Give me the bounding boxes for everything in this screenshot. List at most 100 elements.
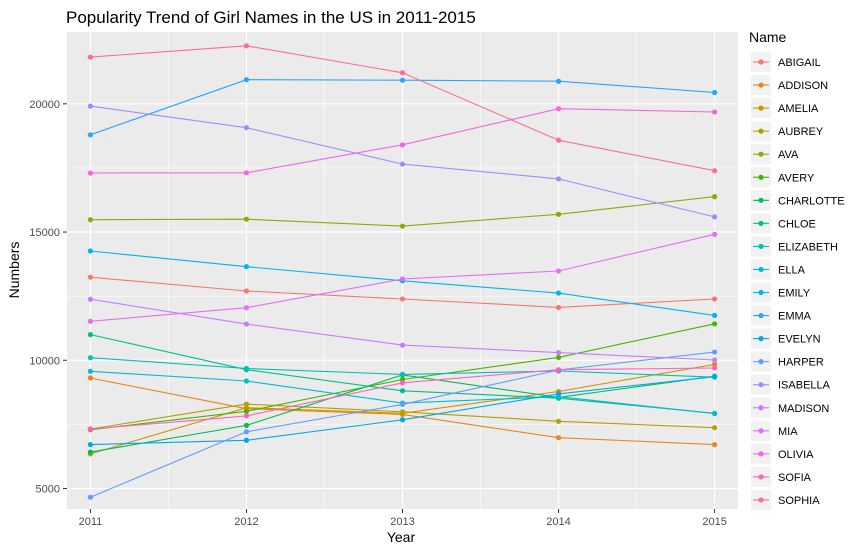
legend-title: Name: [749, 29, 787, 45]
x-axis: 2011 2012 2013 2014 2015: [79, 509, 727, 528]
data-point-aubrey: [711, 425, 718, 431]
legend-key-point: [758, 497, 764, 503]
legend-label: ELIZABETH: [778, 241, 838, 253]
legend-item-evelyn: EVELYN: [751, 328, 821, 349]
data-point-olivia: [243, 170, 250, 176]
legend-label: AUBREY: [778, 126, 824, 138]
series-harper: [87, 349, 718, 500]
x-tick-label: 2014: [546, 516, 570, 528]
data-point-charlotte: [243, 422, 250, 428]
legend-label: CHARLOTTE: [778, 195, 845, 207]
legend-item-ella: ELLA: [751, 259, 806, 280]
data-point-mia: [399, 276, 406, 282]
data-point-abigail: [555, 304, 562, 311]
legend-item-emily: EMILY: [751, 282, 811, 303]
data-point-isabella: [711, 214, 718, 220]
data-point-olivia: [87, 170, 94, 176]
data-point-madison: [711, 357, 718, 363]
data-point-chloe: [399, 388, 406, 394]
data-point-evelyn: [399, 417, 406, 423]
data-point-evelyn: [87, 442, 94, 448]
series-isabella: [87, 103, 718, 220]
data-point-emma: [555, 78, 562, 84]
y-tick-label: 10000: [29, 355, 60, 367]
y-axis-title: Numbers: [6, 242, 22, 299]
data-point-aubrey: [555, 418, 562, 424]
series-group: [87, 43, 718, 500]
legend-label: AMELIA: [778, 103, 819, 115]
legend-item-abigail: ABIGAIL: [751, 52, 821, 72]
legend-key-point: [758, 243, 764, 249]
legend-item-isabella: ISABELLA: [751, 374, 831, 395]
series-evelyn: [87, 374, 718, 448]
data-point-amelia: [243, 405, 250, 411]
data-point-charlotte: [87, 449, 94, 455]
data-point-emma: [87, 132, 94, 138]
series-olivia: [87, 106, 718, 176]
data-point-harper: [243, 429, 250, 435]
legend-key-point: [758, 336, 764, 342]
legend-item-madison: MADISON: [751, 397, 829, 418]
data-point-olivia: [555, 106, 562, 112]
data-point-mia: [87, 318, 94, 324]
legend-key-point: [758, 220, 764, 226]
data-point-ava: [711, 194, 718, 200]
series-mia: [87, 231, 718, 324]
x-tick-label: 2013: [390, 516, 414, 528]
data-point-ella: [711, 411, 718, 417]
legend-key-point: [758, 59, 764, 65]
data-point-ava: [399, 223, 406, 229]
legend-key-point: [758, 359, 764, 365]
data-point-mia: [711, 231, 718, 237]
data-point-elizabeth: [87, 355, 94, 361]
data-point-madison: [243, 321, 250, 327]
data-point-mia: [243, 305, 250, 311]
legend-key-point: [758, 197, 764, 203]
y-tick-label: 5000: [36, 483, 60, 495]
data-point-sofia: [399, 380, 406, 386]
legend-key-point: [758, 289, 764, 296]
data-point-emily: [87, 248, 94, 254]
data-point-chloe: [87, 332, 94, 338]
legend-key-point: [758, 128, 764, 134]
data-point-amelia: [711, 361, 718, 367]
data-point-abigail: [711, 296, 718, 302]
data-point-sophia: [555, 137, 562, 143]
data-point-aubrey: [243, 401, 250, 407]
data-point-evelyn: [555, 391, 562, 397]
data-point-addison: [711, 442, 718, 448]
data-point-harper: [711, 349, 718, 355]
legend-label: ABIGAIL: [778, 57, 821, 69]
legend-label: MADISON: [778, 403, 829, 415]
legend-item-olivia: OLIVIA: [751, 443, 814, 464]
data-point-aubrey: [399, 409, 406, 415]
y-tick-label: 20000: [29, 99, 60, 111]
legend-label: SOPHIA: [778, 495, 820, 507]
data-point-harper: [87, 494, 94, 500]
data-point-sophia: [711, 168, 718, 174]
legend-label: OLIVIA: [778, 449, 814, 461]
legend-label: CHLOE: [778, 218, 816, 230]
series-madison: [87, 296, 718, 363]
legend-item-elizabeth: ELIZABETH: [751, 236, 838, 257]
legend-item-chloe: CHLOE: [751, 213, 816, 234]
legend-key-point: [758, 266, 764, 273]
x-tick-label: 2012: [234, 516, 258, 528]
legend-key-point: [758, 105, 764, 111]
data-point-harper: [399, 401, 406, 407]
series-sofia: [87, 365, 718, 432]
legend-label: ADDISON: [778, 80, 828, 92]
legend-key-point: [758, 474, 764, 480]
data-point-sofia: [555, 367, 562, 373]
data-point-evelyn: [243, 437, 250, 443]
data-point-avery: [711, 321, 718, 327]
series-emma: [87, 77, 718, 138]
legend-label: AVERY: [778, 172, 815, 184]
data-point-elizabeth: [243, 365, 250, 372]
x-tick-label: 2015: [702, 516, 726, 528]
data-point-abigail: [399, 296, 406, 302]
data-point-olivia: [399, 142, 406, 148]
data-point-mia: [555, 268, 562, 274]
series-ava: [87, 194, 718, 229]
y-axis: 5000 10000 15000 20000: [29, 99, 67, 495]
